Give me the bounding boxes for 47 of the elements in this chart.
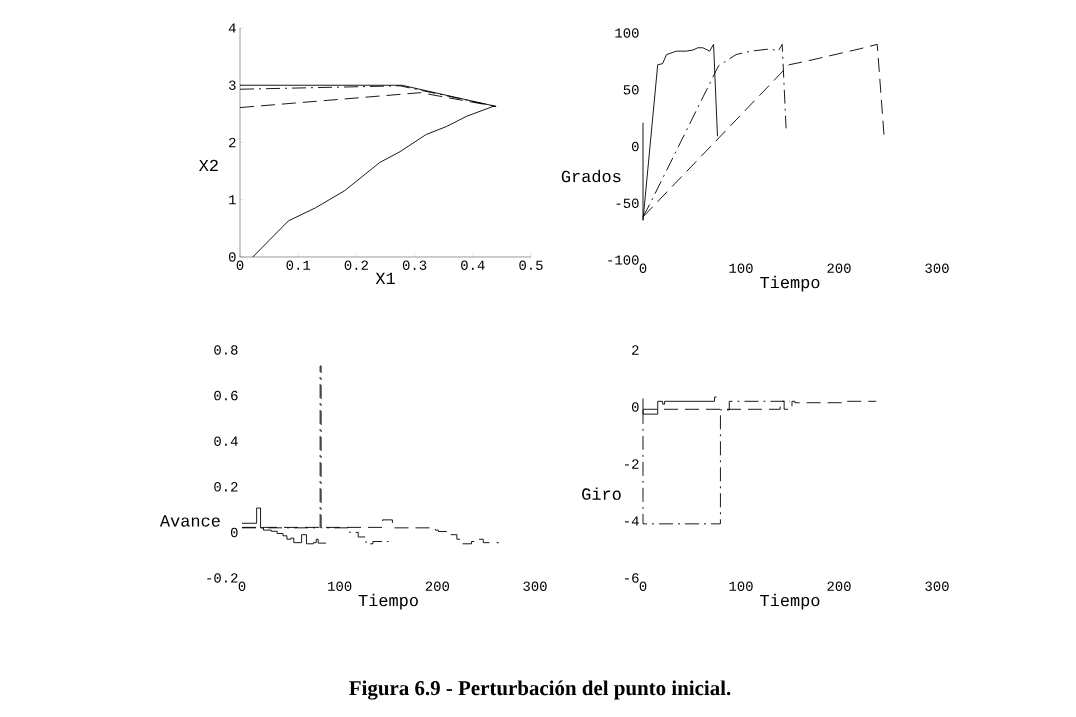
x-axis-title: Tiempo xyxy=(760,593,820,610)
x-tick-label: 100 xyxy=(328,581,352,591)
x-axis-title: Tiempo xyxy=(760,275,820,292)
x-tick-label: 300 xyxy=(523,581,547,591)
y-tick-label: 100 xyxy=(615,28,639,38)
x-tick-label: 200 xyxy=(827,263,851,273)
x-tick-label: 200 xyxy=(425,581,450,591)
x-tick-label: 0 xyxy=(639,263,647,273)
x-tick-label: 100 xyxy=(729,263,753,273)
y-tick-label: 3 xyxy=(228,80,236,90)
y-tick-label: -4 xyxy=(625,516,639,526)
x-tick-label: 300 xyxy=(925,263,949,273)
y-tick-label: 0.2 xyxy=(214,482,238,492)
x-axis-title: Tiempo xyxy=(358,593,418,610)
y-axis-title: Giro xyxy=(582,487,621,500)
x-tick-label: 0.5 xyxy=(519,260,543,270)
y-tick-label: 0.8 xyxy=(214,345,238,355)
y-tick-label: 0 xyxy=(228,252,236,262)
text: Figura 6.9 - Perturbación del punto inicial. xyxy=(349,680,731,700)
x-axis-title: X1 xyxy=(375,272,395,284)
y-tick-label: 1 xyxy=(229,195,236,205)
x-tick-label: 0.3 xyxy=(402,260,427,270)
x-tick-label: 0 xyxy=(639,581,647,591)
y-axis-title: Grados xyxy=(561,169,621,183)
y-tick-label: 0.6 xyxy=(214,390,238,401)
y-tick-label: -50 xyxy=(616,198,639,208)
y-tick-label: 50 xyxy=(623,85,639,95)
y-tick-label: 0 xyxy=(631,141,639,152)
x-tick-label: 100 xyxy=(729,581,753,591)
y-tick-label: -6 xyxy=(625,573,639,583)
x-tick-label: 200 xyxy=(827,581,851,591)
x-tick-label: 0.2 xyxy=(344,260,368,270)
y-tick-label: 2 xyxy=(632,345,639,355)
y-tick-label: 4 xyxy=(228,23,236,33)
y-tick-label: 0.4 xyxy=(214,436,238,446)
y-axis-title: Avance xyxy=(159,515,220,527)
y-tick-label: 0 xyxy=(230,527,238,538)
y-axis-title: X2 xyxy=(198,159,218,172)
x-tick-label: 0.1 xyxy=(286,260,311,270)
x-tick-label: 300 xyxy=(925,581,949,591)
x-tick-label: 0.4 xyxy=(461,260,485,270)
y-tick-label: -100 xyxy=(608,255,639,265)
y-tick-label: -0.2 xyxy=(207,573,238,583)
y-tick-label: 2 xyxy=(229,137,236,148)
x-tick-label: 0 xyxy=(238,581,246,591)
y-tick-label: 0 xyxy=(631,402,639,412)
y-tick-label: -2 xyxy=(625,459,639,469)
